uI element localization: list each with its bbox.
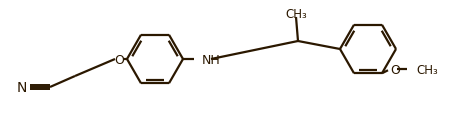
Text: N: N: [17, 80, 27, 94]
Text: CH₃: CH₃: [285, 7, 307, 20]
Text: NH: NH: [202, 53, 221, 66]
Text: O: O: [390, 63, 400, 76]
Text: O: O: [114, 53, 124, 66]
Text: CH₃: CH₃: [416, 63, 438, 76]
